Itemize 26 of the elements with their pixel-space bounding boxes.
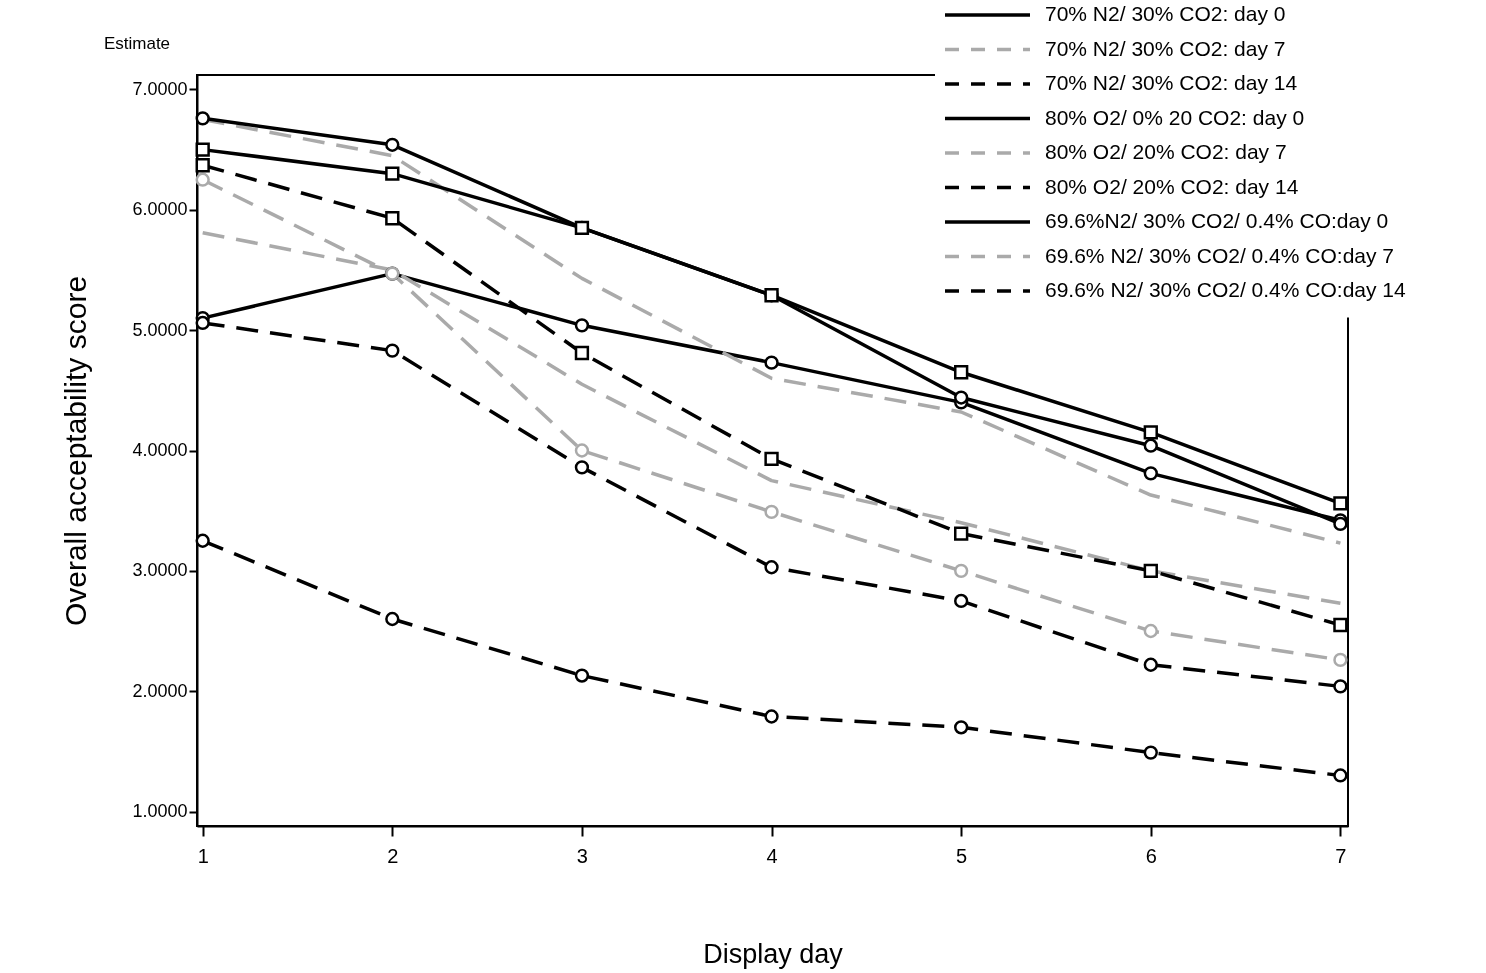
x-tick-label: 6 <box>1145 844 1157 867</box>
legend-label: 80% O2/ 20% CO2: day 14 <box>1045 174 1299 198</box>
x-tick-label: 5 <box>956 844 968 867</box>
y-tick-label: 4.0000 <box>132 440 188 460</box>
x-tick-label: 1 <box>197 844 209 867</box>
text: Estimate <box>103 34 171 53</box>
x-tick-label: 4 <box>766 844 778 867</box>
y-tick-label: 7.0000 <box>132 78 188 99</box>
legend-label: 69.6% N2/ 30% CO2/ 0.4% CO:day 7 <box>1045 243 1395 267</box>
y-tick-label: 2.0000 <box>132 680 188 701</box>
legend-label: 80% O2/ 0% 20 CO2: day 0 <box>1045 105 1305 129</box>
y-tick-label: 5.0000 <box>132 319 188 340</box>
y-tick-label: 1.0000 <box>132 801 188 822</box>
legend-label: 69.6% N2/ 30% CO2/ 0.4% CO:day 14 <box>1045 278 1407 301</box>
y-tick-label: 3.0000 <box>132 560 188 581</box>
legend-label: 69.6%N2/ 30% CO2/ 0.4% CO:day 0 <box>1045 209 1389 232</box>
x-tick-label: 3 <box>576 844 588 867</box>
y-tick-label: 6.0000 <box>132 199 188 220</box>
legend-label: 70% N2/ 30% CO2: day 0 <box>1045 2 1286 25</box>
legend-label: 70% N2/ 30% CO2: day 7 <box>1045 36 1286 60</box>
x-axis-title: Display day <box>703 938 844 969</box>
legend-label: 80% O2/ 20% CO2: day 7 <box>1045 140 1287 163</box>
x-tick-label: 7 <box>1335 844 1347 867</box>
legend-label: 70% N2/ 30% CO2: day 14 <box>1045 71 1298 94</box>
x-tick-label: 2 <box>387 844 399 867</box>
y-axis-title: Overall acceptability score <box>59 275 93 627</box>
